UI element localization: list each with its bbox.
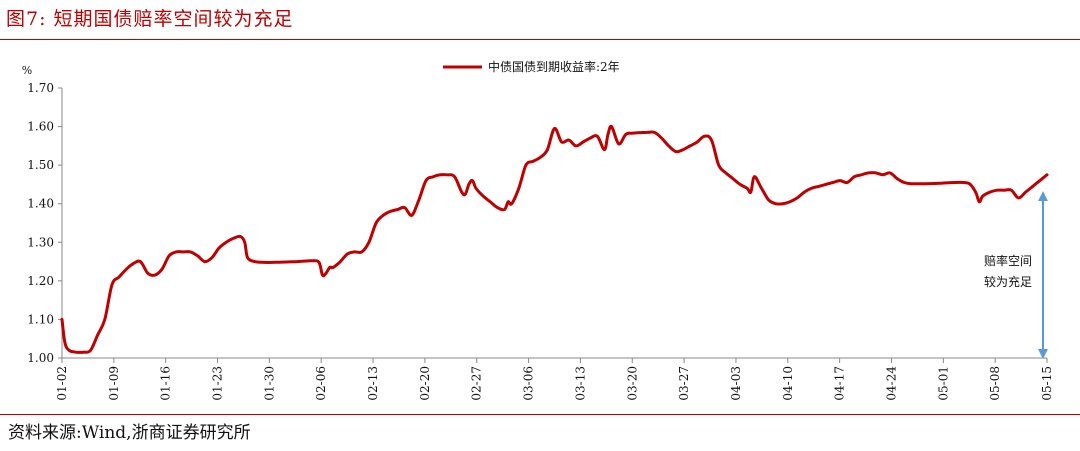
series-line-2y-yield	[60, 124, 1049, 354]
x-tick-label: 04-17	[833, 366, 847, 401]
x-tick-label: 03-06	[522, 366, 536, 401]
x-tick-label: 05-15	[1040, 366, 1054, 401]
x-tick-label: 03-27	[677, 366, 691, 401]
annotation-text-line1: 赔率空间	[984, 253, 1032, 268]
figure-title: 图7: 短期国债赔率空间较为充足	[6, 8, 294, 30]
x-tick-label: 01-16	[159, 366, 173, 401]
y-tick-label: 1.70	[27, 81, 54, 95]
x-tick-label: 05-01	[936, 366, 950, 401]
y-tick-label: 1.20	[27, 274, 54, 288]
y-axis: 1.00 1.10 1.20 1.30 1.40 1.50 1.60 1.70	[27, 81, 63, 365]
x-tick-label: 04-24	[884, 366, 898, 401]
legend: 中债国债到期收益率:2年	[443, 59, 620, 74]
x-tick-label: 02-06	[314, 366, 328, 401]
y-tick-label: 1.00	[27, 351, 54, 365]
x-tick-label: 02-20	[418, 366, 432, 401]
x-tick-label: 01-30	[262, 366, 276, 401]
y-tick-label: 1.50	[27, 158, 54, 172]
x-axis: 01-02 01-09 01-16 01-23 01-30 02-06 02-13 02-20…	[55, 357, 1054, 401]
x-tick-label: 02-27	[470, 366, 484, 401]
y-tick-label: 1.60	[27, 120, 54, 134]
x-tick-label: 03-20	[625, 366, 639, 401]
legend-label: 中债国债到期收益率:2年	[488, 59, 620, 74]
y-tick-label: 1.30	[27, 235, 54, 249]
y-tick-label: 1.40	[27, 197, 54, 211]
y-axis-unit: %	[22, 64, 32, 77]
x-tick-label: 04-03	[729, 366, 743, 401]
x-tick-label: 02-13	[366, 366, 380, 401]
source-divider	[0, 414, 1080, 415]
x-tick-label: 04-10	[781, 366, 795, 401]
title-divider	[0, 39, 1080, 40]
x-tick-label: 01-09	[107, 366, 121, 401]
source-note: 资料来源:Wind,浙商证券研究所	[8, 423, 251, 443]
yield-line-chart: 1.001.101.201.301.401.501.601.70 01-02 01…	[22, 59, 1054, 401]
annotation-text-line2: 较为充足	[984, 274, 1032, 289]
y-tick-label: 1.10	[27, 312, 54, 326]
x-tick-label: 01-02	[55, 366, 69, 401]
x-tick-label: 01-23	[211, 366, 225, 401]
x-tick-label: 05-08	[988, 366, 1002, 401]
x-tick-label: 03-13	[573, 366, 587, 401]
